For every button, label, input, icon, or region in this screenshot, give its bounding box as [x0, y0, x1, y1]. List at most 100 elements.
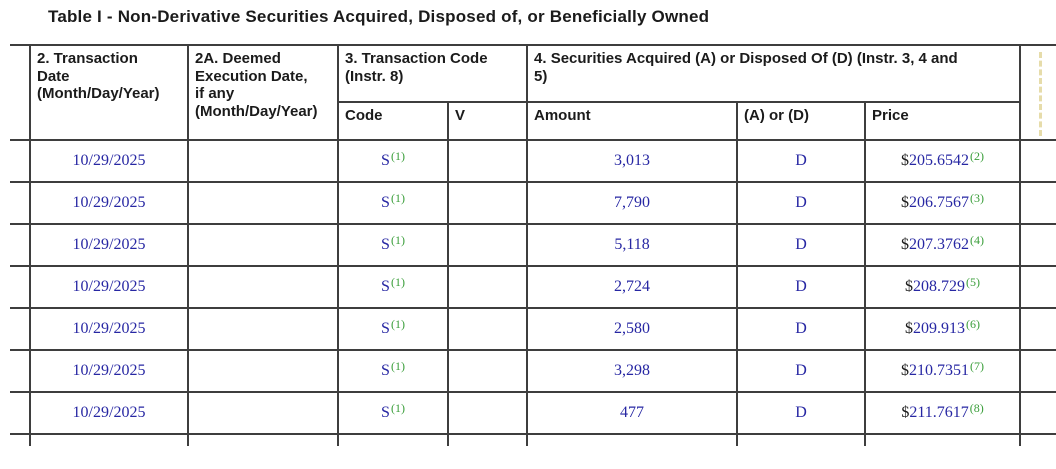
transaction-code-cell: S(1)	[337, 181, 449, 225]
v-cell	[446, 433, 529, 446]
price-value: 205.6542	[909, 152, 970, 169]
transaction-code-cell: S(1)	[337, 139, 449, 183]
partial-left-cell	[10, 307, 31, 351]
header-transaction-date: 2. Transaction Date (Month/Day/Year)	[29, 44, 189, 141]
transaction-code-cell: S(1)	[337, 265, 449, 309]
partial-left-cell	[10, 181, 31, 225]
amount-cell: 2,724	[526, 265, 739, 309]
transaction-code-cell: S(1)	[337, 307, 449, 351]
v-cell	[446, 139, 529, 183]
header-v: V	[446, 101, 529, 141]
deemed-execution-cell	[187, 307, 339, 351]
currency-symbol: $	[901, 404, 910, 421]
header-transaction-code-group: 3. Transaction Code (Instr. 8)	[336, 44, 529, 103]
table-row: 10/29/2025 S(1) 3,298 D $210.7351(7)	[10, 349, 1056, 393]
price-footnote: (3)	[970, 191, 985, 205]
price-footnote: (4)	[970, 233, 985, 247]
header-deemed-execution-date: 2A. Deemed Execution Date, if any (Month…	[187, 44, 339, 141]
table-row: 10/29/2025 S(1) 3,013 D $205.6542(2)	[10, 139, 1056, 183]
price-cell: $207.3762(4)	[864, 223, 1022, 267]
deemed-execution-cell	[187, 139, 339, 183]
transaction-date-cell: 10/29/2025	[29, 349, 189, 393]
v-cell	[446, 391, 529, 435]
a-or-d-cell: D	[736, 181, 867, 225]
amount-cell: 3,298	[526, 349, 739, 393]
currency-symbol: $	[901, 236, 910, 253]
header-partial-right-column	[1019, 44, 1056, 141]
deemed-execution-cell	[187, 391, 339, 435]
code-value: S	[381, 152, 390, 169]
code-value: S	[381, 194, 390, 211]
price-value: 208.729	[913, 278, 966, 295]
header-partial-left-column	[10, 44, 31, 141]
price-cell: $208.729(5)	[864, 265, 1022, 309]
deemed-execution-cell	[187, 433, 339, 446]
code-value: S	[381, 236, 390, 253]
amount-cell: 7,790	[526, 181, 739, 225]
v-cell	[446, 349, 529, 393]
code-value: S	[381, 278, 390, 295]
code-footnote: (1)	[390, 275, 405, 289]
v-cell	[446, 181, 529, 225]
currency-symbol: $	[901, 152, 910, 169]
partial-left-cell	[10, 391, 31, 435]
amount-cell: 5,118	[526, 223, 739, 267]
price-value: 211.7617	[909, 404, 969, 421]
table-row: 10/29/2025 S(1) 2,580 D $209.913(6)	[10, 307, 1056, 351]
code-footnote: (1)	[390, 401, 405, 415]
transaction-date-cell: 10/29/2025	[29, 265, 189, 309]
amount-cell	[526, 433, 739, 446]
non-derivative-securities-table: 2. Transaction Date (Month/Day/Year) 2A.…	[10, 44, 1056, 446]
currency-symbol: $	[905, 278, 914, 295]
amount-cell: 3,013	[526, 139, 739, 183]
code-footnote: (1)	[390, 317, 405, 331]
price-cell: $205.6542(2)	[864, 139, 1022, 183]
transaction-date-cell: 10/29/2025	[29, 223, 189, 267]
transaction-date-cell: 10/29/2025	[29, 139, 189, 183]
deemed-execution-cell	[187, 265, 339, 309]
price-value: 209.913	[913, 320, 966, 337]
header-code: Code	[337, 101, 449, 141]
table-row: 10/29/2025 S(1) 5,118 D $207.3762(4)	[10, 223, 1056, 267]
a-or-d-cell: D	[736, 391, 867, 435]
partial-left-cell	[10, 139, 31, 183]
price-value: 210.7351	[909, 362, 970, 379]
currency-symbol: $	[901, 362, 910, 379]
table-body: 10/29/2025 S(1) 3,013 D $205.6542(2) 10/29/20…	[10, 139, 1056, 446]
price-cell: $206.7567(3)	[864, 181, 1022, 225]
partial-right-cell	[1019, 307, 1056, 351]
code-value: S	[381, 320, 390, 337]
price-footnote: (5)	[966, 275, 981, 289]
partial-left-cell	[10, 433, 31, 446]
header-price: Price	[864, 101, 1022, 141]
partial-right-cell	[1019, 265, 1056, 309]
partial-left-cell	[10, 265, 31, 309]
deemed-execution-cell	[187, 181, 339, 225]
cutoff-text-sliver	[1039, 52, 1043, 136]
a-or-d-cell: D	[736, 349, 867, 393]
price-footnote: (8)	[969, 401, 984, 415]
price-footnote: (6)	[966, 317, 981, 331]
table-row: 10/29/2025 S(1) 2,724 D $208.729(5)	[10, 265, 1056, 309]
code-footnote: (1)	[390, 149, 405, 163]
table-title: Table I - Non-Derivative Securities Acqu…	[48, 7, 710, 26]
table-row-partial	[10, 433, 1056, 446]
price-footnote: (2)	[970, 149, 985, 163]
transaction-date-cell: 10/29/2025	[29, 391, 189, 435]
transaction-date-cell: 10/29/2025	[29, 307, 189, 351]
partial-right-cell	[1019, 349, 1056, 393]
partial-left-cell	[10, 349, 31, 393]
a-or-d-cell: D	[736, 307, 867, 351]
price-value: 207.3762	[909, 236, 970, 253]
deemed-execution-cell	[187, 349, 339, 393]
currency-symbol: $	[905, 320, 914, 337]
header-securities-acquired-group: 4. Securities Acquired (A) or Disposed O…	[526, 44, 1022, 103]
partial-right-cell	[1019, 391, 1056, 435]
amount-cell: 477	[526, 391, 739, 435]
code-footnote: (1)	[390, 191, 405, 205]
amount-cell: 2,580	[526, 307, 739, 351]
price-cell: $209.913(6)	[864, 307, 1022, 351]
partial-left-cell	[10, 223, 31, 267]
a-or-d-cell	[736, 433, 867, 446]
currency-symbol: $	[901, 194, 910, 211]
